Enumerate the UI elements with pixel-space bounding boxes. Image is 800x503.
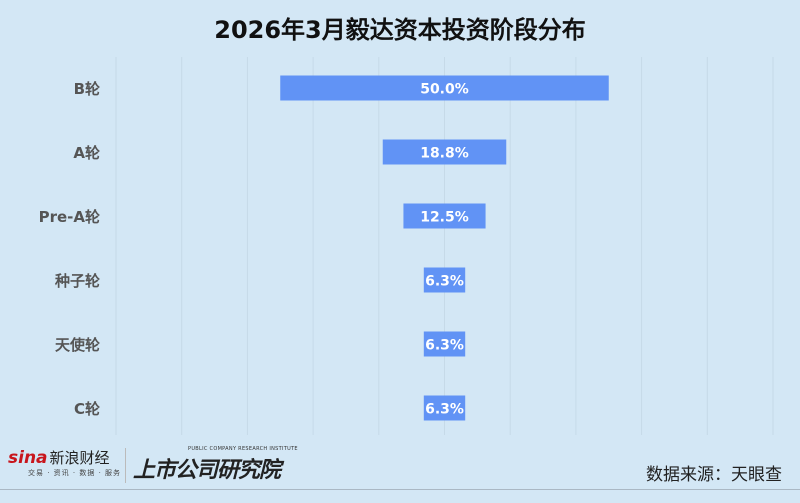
data-label: 6.3%: [425, 338, 464, 354]
institute-cn: 上市公司研究院: [133, 458, 281, 483]
data-label: 6.3%: [425, 274, 464, 290]
sina-subtitle: 交易 · 资讯 · 数据 · 服务: [28, 469, 122, 477]
data-label: 12.5%: [420, 210, 469, 226]
sina-logo-text: sina: [8, 448, 48, 468]
bar: [423, 395, 466, 421]
category-label: 天使轮: [55, 336, 100, 354]
logo-divider: [125, 448, 126, 483]
category-label: C轮: [74, 400, 100, 418]
bar: [423, 331, 466, 357]
funnel-chart: B轮 50.0% A轮 18.8% Pre-A轮 12.5% 种子轮 6.3% 天使轮 6.3% C…: [39, 57, 774, 435]
category-label: 种子轮: [54, 272, 100, 290]
institute-en: PUBLIC COMPANY RESEARCH INSTITUTE: [188, 446, 298, 452]
bar: [403, 203, 486, 229]
chart-title: 2026年3月毅达资本投资阶段分布: [214, 16, 586, 44]
category-label: Pre-A轮: [39, 208, 100, 226]
footer-divider: [0, 489, 800, 490]
sina-finance-logo: sina 新浪财经 交易 · 资讯 · 数据 · 服务: [8, 447, 121, 478]
bar: [280, 75, 609, 101]
bar: [423, 267, 466, 293]
bar: [382, 139, 507, 165]
data-label: 18.8%: [420, 146, 469, 162]
sina-name: 新浪财经: [49, 449, 110, 467]
data-source: 数据来源：天眼查: [646, 465, 782, 485]
category-label: B轮: [74, 80, 100, 98]
category-label: A轮: [73, 144, 100, 162]
institute-logo: PUBLIC COMPANY RESEARCH INSTITUTE 上市公司研究…: [133, 446, 298, 484]
data-label: 6.3%: [425, 402, 464, 418]
data-label: 50.0%: [420, 82, 469, 98]
